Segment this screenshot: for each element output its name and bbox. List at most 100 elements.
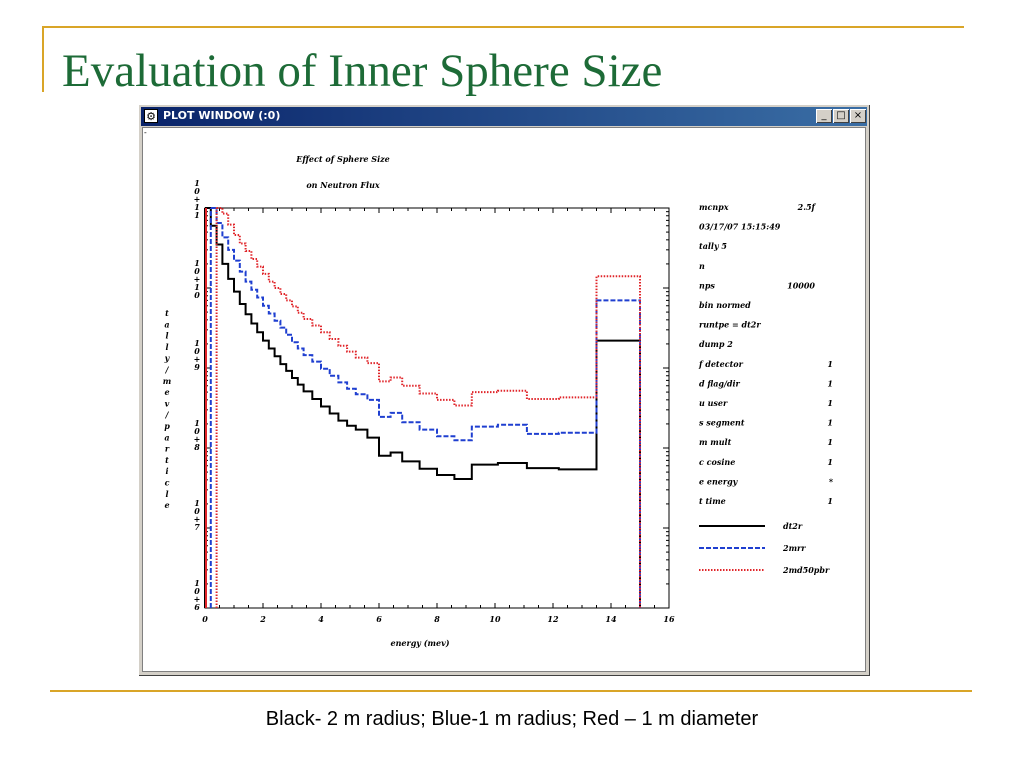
x-tick-label: 0 (202, 614, 208, 624)
y-axis-label-char: a (164, 319, 169, 329)
plot-window-icon[interactable]: ⚙ (144, 109, 158, 123)
y-tick-label-char: 1 (194, 578, 200, 588)
y-tick-label-char: 6 (194, 602, 200, 612)
y-tick-label-char: + (194, 514, 201, 524)
accent-top-rule (42, 26, 964, 28)
info-value: 1 (827, 496, 833, 506)
info-value: 1 (827, 418, 833, 428)
accent-vertical-bar (42, 26, 44, 92)
y-axis-label-char: c (165, 478, 170, 488)
y-tick-label-char: 0 (194, 586, 200, 596)
y-tick-label-char: 0 (194, 290, 200, 300)
x-tick-label: 2 (259, 614, 266, 624)
info-value: * (829, 476, 834, 486)
window-title: PLOT WINDOW (:0) (163, 109, 281, 122)
corner-mark: - (144, 128, 147, 137)
y-tick-label-char: 0 (194, 506, 200, 516)
accent-bottom-rule (50, 690, 972, 692)
y-axis-label-char: l (165, 331, 168, 341)
y-axis-label-char: e (164, 500, 169, 510)
chart-subtitle: on Neutron Flux (306, 180, 380, 190)
y-axis-label-char: / (165, 365, 170, 375)
info-label: n (699, 261, 705, 271)
y-axis-label-char: a (164, 432, 169, 442)
info-value: 1 (827, 398, 833, 408)
info-value: 10000 (787, 280, 815, 290)
y-tick-label-char: 7 (194, 522, 200, 532)
x-axis-label: energy (mev) (390, 638, 449, 648)
y-tick-label-char: 1 (194, 418, 200, 428)
y-tick-label: 10+6 (194, 578, 201, 612)
legend-label-2md50pbr: 2md50pbr (782, 565, 830, 575)
info-label: d flag/dir (699, 378, 741, 388)
info-value: 1 (827, 359, 833, 369)
legend-label-2mrr: 2mrr (782, 543, 806, 553)
info-label: m mult (699, 437, 732, 447)
legend: dt2r 2mrr 2md50pbr (699, 521, 830, 575)
y-tick-label-char: + (194, 594, 201, 604)
y-axis-label-char: m (163, 376, 171, 386)
chart-title: Effect of Sphere Size (295, 154, 390, 164)
y-tick-label-char: 9 (194, 362, 200, 372)
slide-caption: Black- 2 m radius; Blue-1 m radius; Red … (265, 708, 759, 730)
slide-title: Evaluation of Inner Sphere Size (62, 45, 663, 97)
y-tick-label-char: 1 (194, 202, 200, 212)
y-tick-label-char: 1 (194, 210, 200, 220)
info-value: 1 (827, 457, 833, 467)
y-tick-label-char: 1 (194, 282, 200, 292)
series-line-2md50pbr (216, 207, 641, 608)
y-tick-label-char: 8 (194, 442, 200, 452)
plot-svg: - Effect of Sphere Size on Neutron Flux … (144, 128, 834, 648)
info-label: runtpe = dt2r (699, 320, 761, 330)
info-label: f detector (698, 359, 744, 369)
y-axis-label-char: t (165, 308, 169, 318)
window-titlebar[interactable]: ⚙ PLOT WINDOW (:0) _ □ × (141, 107, 867, 126)
info-value: 1 (827, 378, 833, 388)
series-line-dt2r (205, 207, 641, 608)
x-tick-label: 12 (547, 614, 559, 624)
y-tick-label-char: 1 (194, 338, 200, 348)
plot-canvas-area: - Effect of Sphere Size on Neutron Flux … (142, 127, 866, 672)
info-label: e energy (699, 476, 739, 486)
y-tick-label: 10+11 (194, 178, 201, 220)
info-label: mcnpx (699, 202, 729, 212)
y-axis-label-char: v (165, 398, 170, 408)
info-label: bin normed (699, 300, 751, 310)
info-label: nps (699, 280, 715, 290)
info-label: u user (699, 398, 728, 408)
y-tick-label-char: + (194, 434, 201, 444)
series-line-2mrr (210, 207, 641, 608)
info-label: dump 2 (699, 339, 733, 349)
y-tick-label: 10+7 (194, 498, 201, 532)
plot-window: ⚙ PLOT WINDOW (:0) _ □ × - Effect of Sph… (138, 104, 870, 676)
y-tick-label-char: + (194, 274, 201, 284)
minimize-button[interactable]: _ (816, 109, 832, 123)
y-axis-label-char: r (165, 444, 170, 454)
y-tick-label-char: + (194, 194, 201, 204)
y-axis-label-char: l (165, 342, 168, 352)
y-tick-label: 10+10 (194, 258, 201, 300)
y-tick-label-char: 0 (194, 426, 200, 436)
x-tick-label: 10 (489, 614, 501, 624)
close-button[interactable]: × (850, 109, 866, 123)
y-tick-label-char: 1 (194, 178, 200, 188)
y-tick-label: 10+8 (194, 418, 201, 452)
legend-label-dt2r: dt2r (783, 521, 803, 531)
info-label: t time (699, 496, 726, 506)
y-axis-label-char: i (165, 466, 168, 476)
maximize-button[interactable]: □ (833, 109, 849, 123)
y-tick-label-char: 0 (194, 266, 200, 276)
y-tick-label: 10+9 (194, 338, 201, 372)
y-tick-label-char: + (194, 354, 201, 364)
y-axis-label-char: y (164, 353, 171, 363)
info-label: s segment (699, 418, 745, 428)
y-tick-label-char: 0 (194, 186, 200, 196)
x-tick-label: 16 (663, 614, 675, 624)
y-axis-label-char: l (165, 489, 168, 499)
info-value: 1 (827, 437, 833, 447)
x-tick-label: 14 (605, 614, 617, 624)
y-axis-label-char: t (165, 455, 169, 465)
series-layer (204, 207, 641, 608)
info-label: tally 5 (699, 241, 727, 251)
